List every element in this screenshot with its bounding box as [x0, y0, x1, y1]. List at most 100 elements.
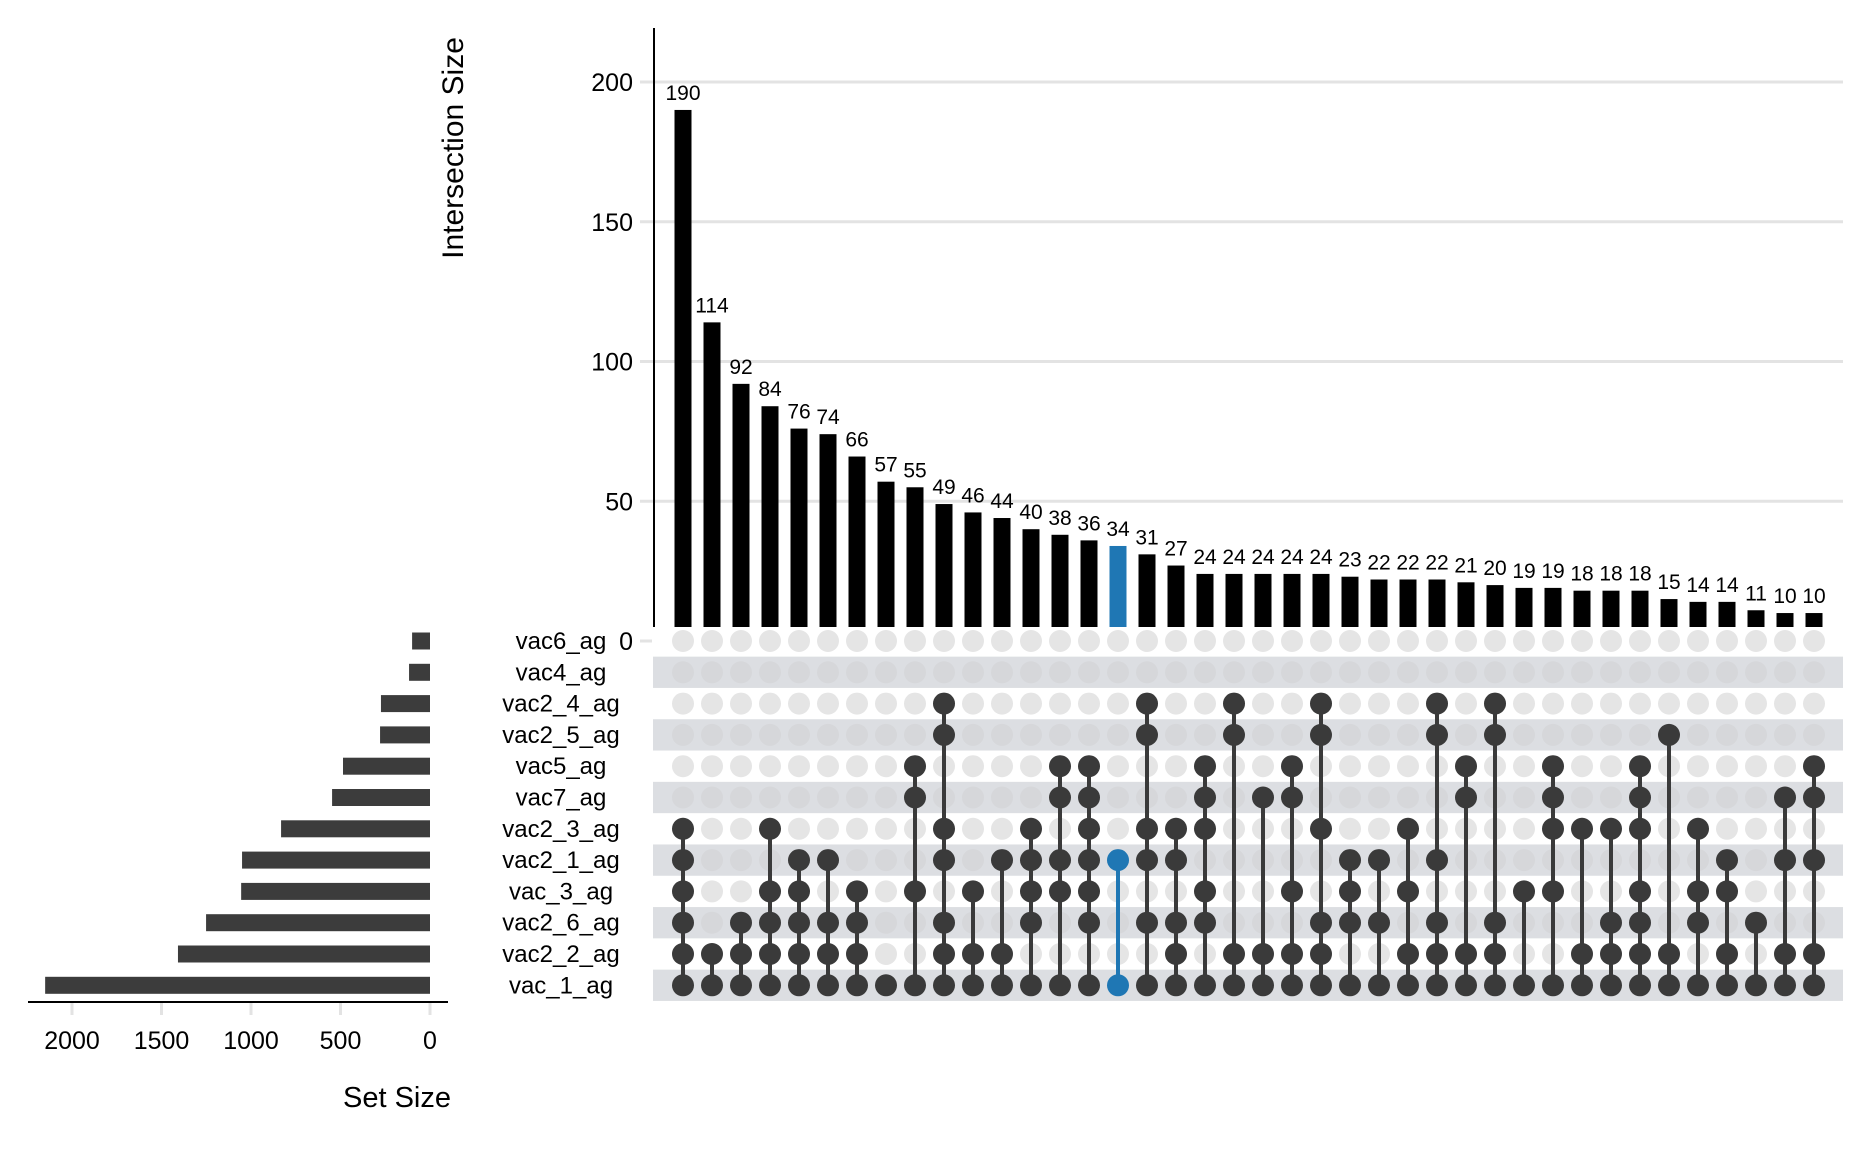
set-label: vac2_5_ag — [502, 722, 619, 749]
matrix-dot-empty — [1020, 755, 1042, 778]
matrix-dot-empty — [672, 723, 694, 746]
matrix-dot-filled — [1339, 880, 1361, 903]
matrix-dot-empty — [1049, 661, 1071, 684]
matrix-dot-filled — [701, 943, 723, 965]
matrix-dot-filled — [759, 817, 781, 840]
intersection-bar — [1544, 587, 1562, 627]
matrix-dot-filled — [1310, 692, 1332, 715]
matrix-dot-empty — [1049, 630, 1071, 652]
matrix-dot-empty — [817, 755, 839, 778]
matrix-dot-empty — [1658, 692, 1680, 715]
matrix-dot-empty — [1455, 692, 1477, 715]
matrix-dot-filled — [1281, 974, 1303, 997]
matrix-dot-filled — [672, 849, 694, 872]
intersection-bar — [1457, 582, 1475, 627]
matrix-dot-empty — [1252, 723, 1274, 746]
matrix-dot-empty — [817, 630, 839, 652]
matrix-dot-empty — [875, 630, 897, 652]
matrix-dot-empty — [991, 692, 1013, 715]
matrix-dot-empty — [1600, 661, 1622, 684]
matrix-dot-empty — [875, 880, 897, 903]
matrix-dot-filled — [1107, 849, 1129, 872]
intersection-bar — [732, 383, 750, 627]
intersection-bar — [1631, 590, 1649, 627]
matrix-dot-empty — [1281, 630, 1303, 652]
matrix-dot-filled — [1455, 786, 1477, 809]
set-size-bar — [45, 976, 431, 994]
matrix-dot-empty — [1542, 661, 1564, 684]
matrix-dot-filled — [1078, 849, 1100, 872]
matrix-dot-filled — [730, 911, 752, 934]
matrix-dot-filled — [1049, 755, 1071, 778]
matrix-dot-filled — [1774, 786, 1796, 809]
matrix-dot-filled — [846, 943, 868, 965]
matrix-dot-empty — [1107, 755, 1129, 778]
matrix-dot-filled — [933, 692, 955, 715]
matrix-dot-filled — [1629, 817, 1651, 840]
matrix-dot-filled — [1687, 817, 1709, 840]
matrix-dot-empty — [1745, 880, 1767, 903]
matrix-dot-empty — [730, 755, 752, 778]
matrix-dot-empty — [1542, 723, 1564, 746]
bar-value-label: 44 — [990, 490, 1014, 513]
set-label: vac2_3_ag — [502, 816, 619, 843]
y-tick-label: 50 — [605, 488, 633, 516]
matrix-dot-filled — [875, 974, 897, 997]
matrix-dot-filled — [1194, 911, 1216, 934]
matrix-dot-empty — [1397, 630, 1419, 652]
matrix-dot-filled — [1049, 849, 1071, 872]
matrix-dot-filled — [1165, 974, 1187, 997]
intersection-bar — [1370, 579, 1388, 627]
matrix-dot-empty — [1049, 723, 1071, 746]
matrix-dot-filled — [1484, 974, 1506, 997]
matrix-dot-filled — [1745, 911, 1767, 934]
intersection-bar — [1022, 529, 1040, 627]
matrix-dot-empty — [904, 692, 926, 715]
matrix-dot-filled — [1600, 911, 1622, 934]
matrix-dot-filled — [759, 943, 781, 965]
bar-value-label: 18 — [1570, 563, 1593, 586]
matrix-dot-filled — [1803, 974, 1825, 997]
x-tick-label: 500 — [320, 1027, 362, 1055]
set-label: vac_1_ag — [509, 972, 613, 999]
matrix-dot-empty — [759, 755, 781, 778]
set-size-bar — [380, 726, 430, 744]
matrix-dot-filled — [730, 943, 752, 965]
bar-value-label: 114 — [695, 294, 729, 317]
matrix-dot-filled — [1716, 849, 1738, 872]
bar-value-label: 24 — [1222, 546, 1246, 569]
matrix-dot-filled — [1165, 911, 1187, 934]
matrix-dot-filled — [1803, 755, 1825, 778]
matrix-dot-filled — [1194, 817, 1216, 840]
y-tick-label: 150 — [591, 209, 633, 237]
matrix-dot-empty — [730, 692, 752, 715]
matrix-dot-empty — [1078, 723, 1100, 746]
matrix-dot-empty — [1687, 661, 1709, 684]
matrix-dot-empty — [962, 786, 984, 809]
matrix-dot-filled — [1339, 974, 1361, 997]
matrix-dot-empty — [991, 817, 1013, 840]
bar-value-label: 23 — [1338, 549, 1361, 572]
matrix-dot-empty — [846, 723, 868, 746]
matrix-dot-empty — [1513, 692, 1535, 715]
matrix-dot-empty — [846, 849, 868, 872]
matrix-dot-filled — [1252, 974, 1274, 997]
matrix-dot-empty — [1020, 692, 1042, 715]
matrix-dot-filled — [1716, 974, 1738, 997]
matrix-dot-filled — [1455, 755, 1477, 778]
matrix-dot-filled — [1571, 974, 1593, 997]
matrix-dot-empty — [1136, 630, 1158, 652]
intersection-bar — [1167, 565, 1185, 627]
matrix-dot-filled — [788, 911, 810, 934]
matrix-dot-filled — [933, 974, 955, 997]
matrix-dot-empty — [933, 630, 955, 652]
matrix-dot-empty — [1339, 630, 1361, 652]
bar-value-label: 21 — [1454, 554, 1477, 577]
matrix-dot-empty — [846, 630, 868, 652]
matrix-dot-empty — [875, 661, 897, 684]
matrix-dot-filled — [788, 849, 810, 872]
matrix-dot-empty — [846, 817, 868, 840]
bar-value-label: 14 — [1686, 574, 1710, 597]
intersection-bar — [1341, 576, 1359, 627]
set-size-bar — [412, 632, 430, 650]
